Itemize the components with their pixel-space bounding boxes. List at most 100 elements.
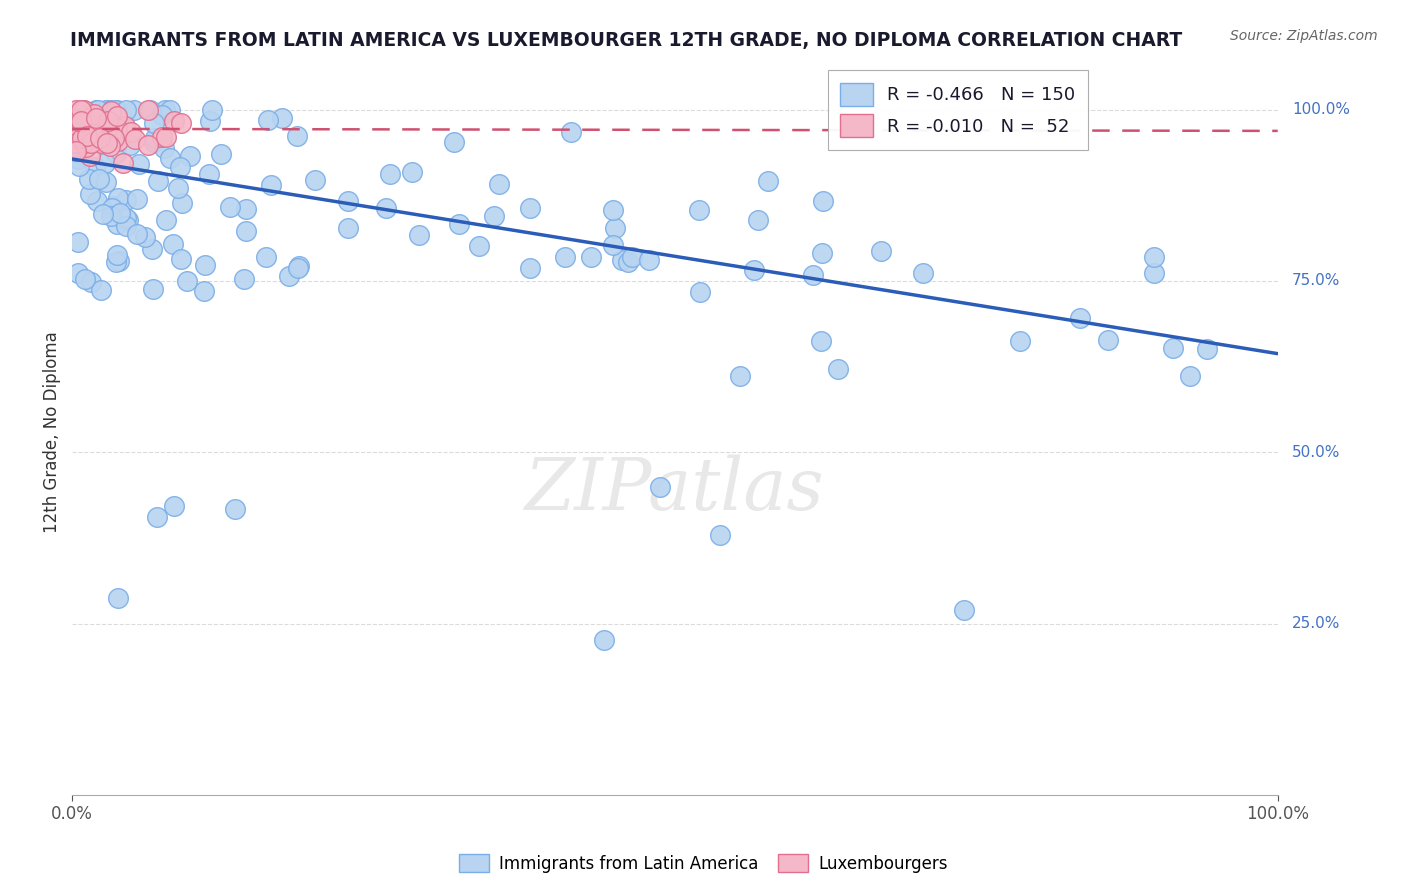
Point — [79, 149, 101, 163]
Point — [110, 211, 132, 225]
Point — [94, 156, 117, 170]
Point — [120, 125, 142, 139]
Point — [616, 255, 638, 269]
Point — [136, 103, 159, 117]
Point — [67, 141, 90, 155]
Point — [1178, 368, 1201, 383]
Point — [96, 103, 118, 117]
Point — [1163, 341, 1185, 355]
Point — [209, 146, 232, 161]
Point — [105, 103, 128, 117]
Point — [104, 146, 127, 161]
Point — [87, 103, 110, 117]
Point — [756, 174, 779, 188]
Point — [148, 174, 170, 188]
Point — [285, 129, 308, 144]
Point — [953, 603, 976, 617]
Point — [138, 103, 160, 117]
Point — [380, 167, 402, 181]
Point — [100, 103, 122, 118]
Point — [150, 107, 173, 121]
Point — [709, 528, 731, 542]
Point — [122, 103, 145, 117]
Point — [256, 112, 278, 127]
Point — [65, 124, 87, 138]
Point — [811, 246, 834, 260]
Point — [77, 171, 100, 186]
Point — [219, 200, 242, 214]
Point — [72, 103, 94, 117]
Point — [101, 122, 124, 136]
Point — [141, 242, 163, 256]
Point — [155, 212, 177, 227]
Text: 25.0%: 25.0% — [1292, 616, 1340, 632]
Point — [127, 192, 149, 206]
Point — [336, 194, 359, 208]
Point — [169, 161, 191, 175]
Point — [603, 221, 626, 235]
Point — [911, 266, 934, 280]
Point — [111, 112, 134, 126]
Point — [75, 111, 97, 125]
Point — [79, 186, 101, 201]
Point — [111, 156, 134, 170]
Point — [96, 136, 118, 151]
Point — [87, 115, 110, 129]
Point — [1069, 310, 1091, 325]
Point — [167, 181, 190, 195]
Point — [143, 131, 166, 145]
Point — [1195, 342, 1218, 356]
Point — [125, 227, 148, 241]
Point — [118, 138, 141, 153]
Point — [75, 140, 97, 154]
Point — [288, 259, 311, 273]
Point — [136, 137, 159, 152]
Point — [747, 212, 769, 227]
Point — [201, 103, 224, 117]
Point — [153, 141, 176, 155]
Point — [97, 113, 120, 128]
Point — [65, 112, 87, 127]
Point — [72, 129, 94, 144]
Point — [801, 268, 824, 282]
Point — [620, 250, 643, 264]
Point — [482, 209, 505, 223]
Point — [1097, 334, 1119, 348]
Point — [83, 161, 105, 175]
Text: 100.0%: 100.0% — [1292, 103, 1350, 117]
Point — [193, 284, 215, 298]
Point — [94, 103, 117, 117]
Point — [67, 159, 90, 173]
Point — [146, 510, 169, 524]
Point — [124, 132, 146, 146]
Point — [103, 199, 125, 213]
Point — [159, 103, 181, 117]
Point — [76, 128, 98, 143]
Point — [89, 130, 111, 145]
Point — [198, 114, 221, 128]
Point — [638, 253, 661, 268]
Point — [108, 254, 131, 268]
Point — [65, 115, 87, 129]
Point — [80, 276, 103, 290]
Point — [602, 238, 624, 252]
Point — [110, 206, 132, 220]
Point — [401, 164, 423, 178]
Point — [100, 119, 122, 133]
Text: 50.0%: 50.0% — [1292, 445, 1340, 460]
Point — [602, 202, 624, 217]
Point — [104, 255, 127, 269]
Point — [107, 191, 129, 205]
Point — [89, 113, 111, 128]
Point — [83, 107, 105, 121]
Point — [271, 111, 294, 125]
Point — [84, 111, 107, 125]
Text: ZIPatlas: ZIPatlas — [526, 455, 825, 525]
Point — [84, 103, 107, 117]
Point — [65, 113, 87, 128]
Point — [73, 103, 96, 117]
Point — [115, 219, 138, 233]
Point — [105, 109, 128, 123]
Point — [114, 120, 136, 134]
Point — [80, 136, 103, 150]
